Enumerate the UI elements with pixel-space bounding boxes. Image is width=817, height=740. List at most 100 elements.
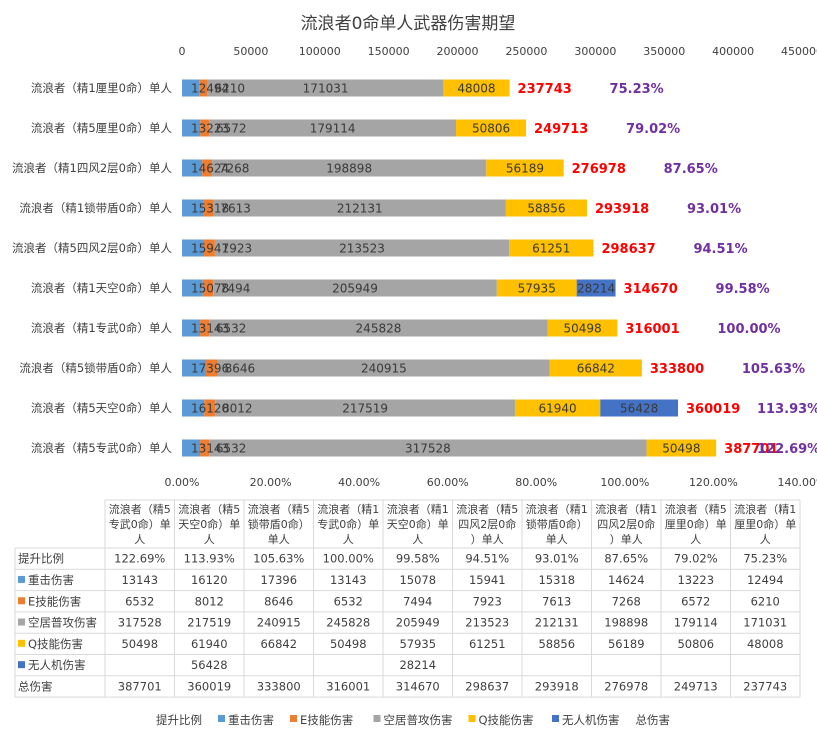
bar-segment	[204, 399, 216, 417]
bar-segment	[505, 199, 587, 217]
table-cell: 13143	[330, 573, 367, 587]
ratio-label: 100.00%	[717, 322, 780, 337]
bottom-axis-tick: 100.00%	[600, 476, 649, 489]
legend-key	[552, 715, 559, 722]
bar-value-label: 61940	[539, 402, 577, 416]
table-cell: 205949	[396, 616, 440, 630]
bar-value-label: 13143	[191, 322, 229, 336]
total-label: 314670	[624, 282, 678, 297]
top-axis-tick: 150000	[368, 45, 410, 58]
table-row-label: 提升比例	[18, 552, 64, 566]
table-header: 流浪者（精5 厘里0命）单人	[665, 502, 727, 546]
bar-value-label: 6532	[216, 322, 247, 336]
bottom-axis-tick: 140.00%	[778, 476, 817, 489]
ratio-label: 94.51%	[693, 242, 747, 257]
bar-segment	[182, 159, 203, 177]
table-cell: 213523	[465, 616, 509, 630]
ratio-label: 79.02%	[626, 122, 680, 137]
table-cell: 66842	[260, 637, 297, 651]
table-cell: 249713	[674, 679, 718, 693]
table-header: 流浪者（精5 四风2层0命）单人	[456, 502, 518, 546]
table-cell: 276978	[604, 679, 648, 693]
table-cell: 79.02%	[674, 552, 718, 566]
table-cell: 57935	[399, 637, 436, 651]
table-cell: 217519	[187, 616, 231, 630]
bar-value-label: 48008	[457, 82, 495, 96]
top-axis-tick: 200000	[437, 45, 479, 58]
ratio-label: 122.69%	[757, 442, 817, 457]
category-label: 流浪者（精5厘里0命）单人	[31, 121, 173, 135]
table-cell: 15318	[538, 573, 575, 587]
table-cell: 333800	[257, 679, 301, 693]
table-cell: 61940	[191, 637, 228, 651]
legend-label: 总伤害	[636, 713, 671, 727]
top-axis-tick: 400000	[712, 45, 754, 58]
table-cell: 360019	[187, 679, 231, 693]
chart-title: 流浪者0命单人武器伤害期望	[301, 14, 516, 34]
table-legend-key	[18, 661, 25, 669]
bar-segment	[217, 359, 550, 377]
top-axis-tick: 300000	[574, 45, 616, 58]
bottom-axis: 0.00% 20.00% 40.00% 60.00% 80.00% 100.00% 120.…	[165, 476, 817, 489]
legend-key	[218, 715, 225, 722]
bar-value-label: 6572	[216, 122, 247, 136]
bar-segment	[514, 399, 601, 417]
bar-segment	[182, 399, 205, 417]
legend-label: 重击伤害	[228, 713, 274, 727]
category-label: 流浪者（精5锁带盾0命）单人	[19, 361, 172, 375]
table-cell: 198898	[604, 616, 648, 630]
table-header: 流浪者（精1 四风2层0命）单人	[595, 502, 657, 546]
top-axis-tick: 250000	[505, 45, 547, 58]
bar-value-label: 15318	[191, 202, 229, 216]
table-cell: 17396	[260, 573, 297, 587]
table-cell: 122.69%	[114, 552, 165, 566]
table-cell: 316001	[326, 679, 370, 693]
table-row-label: 重击伤害	[28, 573, 74, 587]
bar-value-label: 8012	[222, 402, 253, 416]
table-cell: 100.00%	[323, 552, 374, 566]
bar-value-label: 56428	[620, 402, 658, 416]
bar-segment	[549, 359, 642, 377]
ratio-label: 113.93%	[757, 402, 817, 417]
bar-segment	[646, 439, 717, 457]
total-label: 333800	[650, 362, 704, 377]
legend-label: E技能伤害	[300, 713, 353, 727]
legend-key	[468, 715, 476, 722]
bar-segment	[205, 359, 218, 377]
bar-segment	[215, 399, 515, 417]
bar-value-label: 317528	[405, 442, 451, 456]
bar-segment	[207, 79, 444, 97]
top-axis-tick: 0	[179, 45, 186, 58]
table-cell: 16120	[191, 573, 228, 587]
table-header: 流浪者（精1 专武0命）单人	[317, 502, 379, 546]
legend-label: 空居普攻伤害	[384, 713, 453, 727]
legend-label: 无人机伤害	[562, 713, 620, 727]
total-label: 360019	[686, 402, 740, 417]
bar-segment	[209, 319, 548, 337]
table-cell: 314670	[396, 679, 440, 693]
table-legend-key	[18, 575, 25, 583]
table-cell: 293918	[535, 679, 579, 693]
total-label: 298637	[601, 242, 655, 257]
table-cell: 237743	[743, 679, 787, 693]
table-header: 流浪者（精1 天空0命）单人	[387, 502, 449, 546]
table-cell: 13223	[677, 573, 714, 587]
bar-value-label: 15941	[191, 242, 229, 256]
category-label: 流浪者（精5四风2层0命）单人	[12, 241, 172, 255]
table-cell: 387701	[118, 679, 162, 693]
bar-segment	[200, 439, 210, 457]
bar-value-label: 8646	[225, 362, 256, 376]
bar-value-label: 205949	[332, 282, 378, 296]
table-row-label: E技能伤害	[28, 594, 81, 608]
bar-value-label: 198898	[326, 162, 372, 176]
bar-value-label: 179114	[310, 122, 356, 136]
bar-segment	[200, 319, 210, 337]
category-labels: 流浪者（精1厘里0命）单人流浪者（精5厘里0命）单人流浪者（精1四风2层0命）单…	[12, 81, 172, 455]
table-cell: 87.65%	[604, 552, 648, 566]
